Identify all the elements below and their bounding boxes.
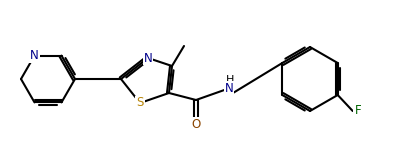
Text: O: O (191, 118, 201, 131)
Text: F: F (354, 104, 361, 118)
Text: N: N (30, 49, 39, 62)
Text: N: N (225, 82, 233, 94)
Text: H: H (226, 75, 234, 85)
Text: S: S (136, 97, 144, 109)
Text: N: N (144, 52, 152, 64)
